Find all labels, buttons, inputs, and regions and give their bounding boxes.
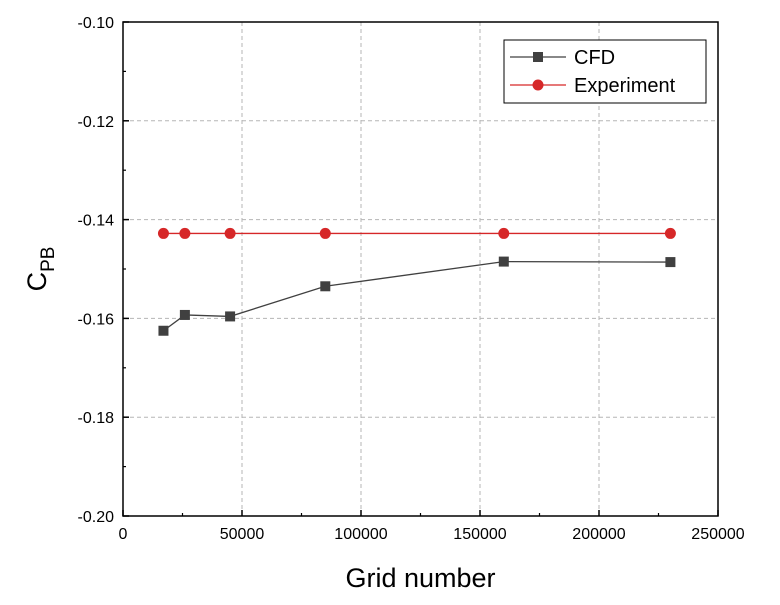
y-axis-title: CPB (22, 247, 59, 292)
x-tick-label: 100000 (334, 526, 387, 543)
y-tick-label: -0.16 (78, 311, 115, 328)
y-axis-title-main: C (22, 272, 52, 292)
legend-marker (532, 79, 544, 91)
data-point (179, 227, 191, 239)
series-1 (157, 227, 676, 239)
data-point (320, 281, 331, 292)
y-axis-title-subscript: PB (38, 247, 59, 272)
y-tick-label: -0.10 (78, 15, 115, 32)
legend-label: CFD (574, 47, 615, 69)
x-tick-label: 250000 (691, 526, 744, 543)
data-point (225, 311, 236, 322)
y-tick-label: -0.20 (78, 509, 115, 526)
x-tick-label: 150000 (453, 526, 506, 543)
data-point (179, 309, 190, 320)
data-point (158, 325, 169, 336)
y-tick-label: -0.18 (78, 410, 115, 427)
series-line (163, 260, 671, 332)
data-point (664, 227, 676, 239)
legend: CFD Experiment (503, 39, 707, 104)
x-tick-label: 50000 (220, 526, 265, 543)
data-point (498, 256, 509, 267)
data-point (157, 227, 169, 239)
data-point (319, 227, 331, 239)
axis-ticks: 0 50000 100000 150000 200000 250000 -0.20 -0.18… (78, 15, 745, 543)
x-tick-label: 0 (119, 526, 128, 543)
data-point (498, 227, 510, 239)
plot-series (157, 227, 676, 336)
legend-label: Experiment (574, 75, 676, 97)
y-tick-label: -0.12 (78, 114, 115, 131)
y-tick-label: -0.14 (78, 213, 115, 230)
data-point (224, 227, 236, 239)
legend-box (503, 39, 707, 104)
data-point (665, 257, 676, 268)
grid-lines (123, 22, 718, 516)
x-axis-title: Grid number (345, 563, 495, 593)
legend-marker (533, 52, 543, 62)
x-tick-label: 200000 (572, 526, 625, 543)
series-0 (158, 256, 676, 336)
